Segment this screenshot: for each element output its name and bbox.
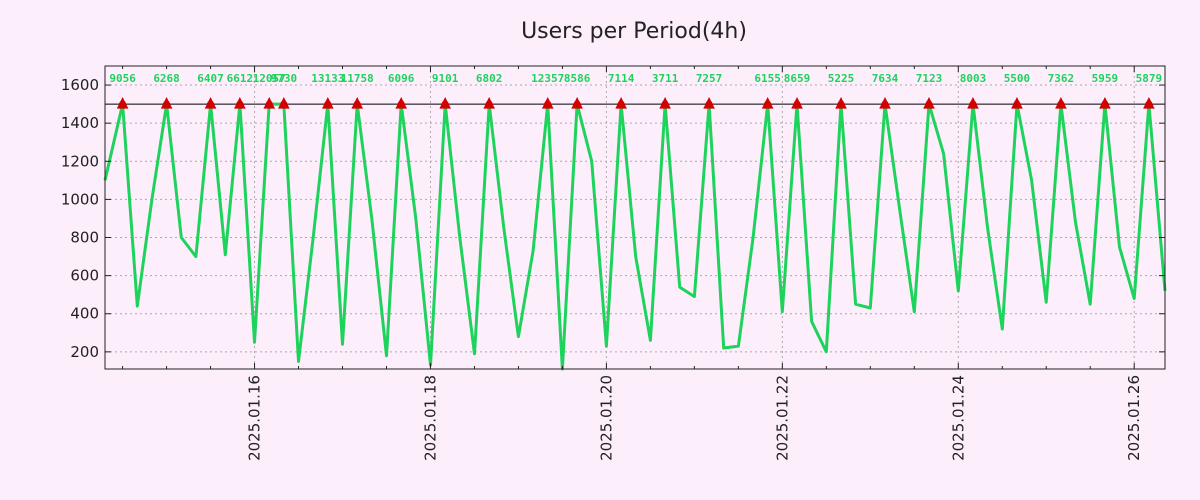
y-tick-label: 1400 xyxy=(61,114,99,132)
peak-label: 12357 xyxy=(531,72,564,85)
grid-layer xyxy=(105,66,1165,369)
peak-label: 5879 xyxy=(1136,72,1163,85)
peak-label: 7123 xyxy=(916,72,943,85)
peak-label: 7114 xyxy=(608,72,635,85)
peak-marker-dot xyxy=(1057,100,1065,108)
peak-marker-dot xyxy=(236,100,244,108)
peak-marker-dot xyxy=(1145,100,1153,108)
peak-marker-dot xyxy=(544,100,552,108)
y-tick-label: 400 xyxy=(70,305,99,323)
series-layer xyxy=(103,102,1167,371)
peak-marker-dot xyxy=(353,100,361,108)
peak-marker-dot xyxy=(705,100,713,108)
peak-label: 8586 xyxy=(564,72,591,85)
peak-label: 11758 xyxy=(341,72,374,85)
axis-layer: 200 400 600 800 1000 1200 1400 1600 2025.01.16 20… xyxy=(61,66,1165,461)
x-tick-label: 2025.01.16 xyxy=(246,375,264,461)
y-tick-label: 1600 xyxy=(61,76,99,94)
peak-label: 6155 xyxy=(754,72,781,85)
peak-label: 9730 xyxy=(271,72,298,85)
peak-label: 6802 xyxy=(476,72,503,85)
peak-label: 8003 xyxy=(960,72,987,85)
peak-marker-dot xyxy=(661,100,669,108)
x-tick-label: 2025.01.26 xyxy=(1125,375,1143,461)
x-tick-label: 2025.01.18 xyxy=(421,375,439,461)
y-tick-label: 1000 xyxy=(61,190,99,208)
peak-label: 8659 xyxy=(784,72,811,85)
peak-marker-dot xyxy=(265,100,273,108)
peak-marker-dot xyxy=(1013,100,1021,108)
peak-label: 5959 xyxy=(1092,72,1119,85)
x-tick-label: 2025.01.22 xyxy=(773,375,791,461)
peak-label: 13133 xyxy=(311,72,344,85)
x-tick-label: 2025.01.24 xyxy=(949,375,967,461)
peak-label: 9101 xyxy=(432,72,459,85)
peak-label: 6407 xyxy=(197,72,224,85)
peak-marker-dot xyxy=(441,100,449,108)
peak-marker-dot xyxy=(617,100,625,108)
peak-marker-dot xyxy=(119,100,127,108)
peak-marker-dot xyxy=(837,100,845,108)
y-tick-label: 600 xyxy=(70,267,99,285)
y-tick-label: 1200 xyxy=(61,152,99,170)
peak-marker-dot xyxy=(573,100,581,108)
y-tick-label: 200 xyxy=(70,343,99,361)
peak-marker-dot xyxy=(881,100,889,108)
peak-marker-dot xyxy=(485,100,493,108)
peak-marker-dot xyxy=(163,100,171,108)
peak-marker-dot xyxy=(397,100,405,108)
peak-marker-dot xyxy=(207,100,215,108)
chart-title: Users per Period(4h) xyxy=(521,19,747,44)
peak-label: 9056 xyxy=(109,72,136,85)
peak-marker-dot xyxy=(969,100,977,108)
peak-marker-dot xyxy=(793,100,801,108)
peak-label: 3711 xyxy=(652,72,679,85)
peak-marker-dot xyxy=(764,100,772,108)
peak-label: 5225 xyxy=(828,72,855,85)
series-line-users xyxy=(103,102,1167,371)
marker-layer xyxy=(116,96,1155,109)
y-tick-label: 800 xyxy=(70,229,99,247)
plot-frame xyxy=(104,65,1166,370)
peak-label: 6096 xyxy=(388,72,415,85)
peak-marker-dot xyxy=(324,100,332,108)
peak-label: 6612 xyxy=(227,72,254,85)
peak-marker-dot xyxy=(280,100,288,108)
peak-label: 5500 xyxy=(1004,72,1031,85)
peak-label: 12057 xyxy=(253,72,286,85)
peak-label: 6268 xyxy=(153,72,180,85)
peak-marker-dot xyxy=(1101,100,1109,108)
peak-marker-dot xyxy=(925,100,933,108)
peak-label: 7257 xyxy=(696,72,723,85)
peak-label: 7634 xyxy=(872,72,899,85)
x-tick-label: 2025.01.20 xyxy=(597,375,615,461)
peak-label: 7362 xyxy=(1048,72,1075,85)
